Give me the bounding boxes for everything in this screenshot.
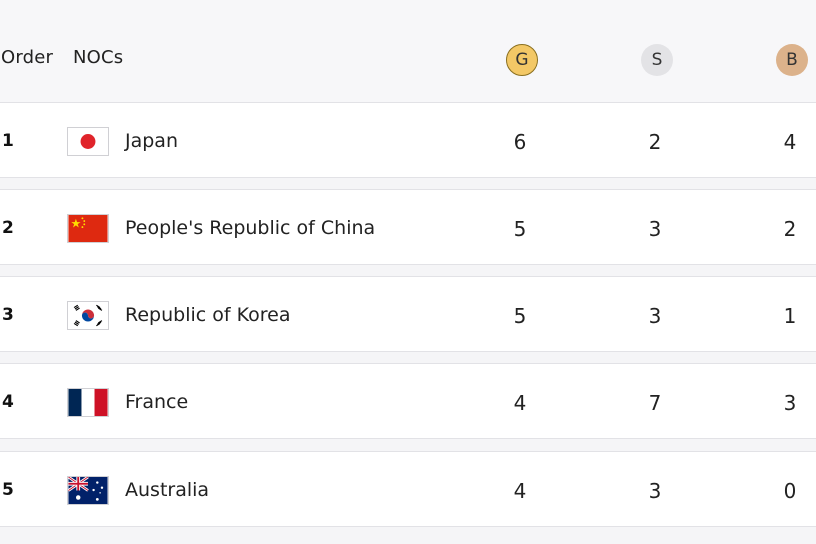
- silver-count: 3: [648, 304, 662, 328]
- silver-count: 3: [648, 479, 662, 503]
- rank-cell: 2: [2, 218, 14, 238]
- noc-name[interactable]: Japan: [125, 130, 178, 152]
- gold-count: 5: [513, 304, 527, 328]
- table-row[interactable]: 5 Australia 4 3 0: [0, 451, 816, 527]
- gold-medal-column-header[interactable]: G: [506, 44, 538, 76]
- medal-table-header: Order NOCs G S B: [0, 0, 816, 103]
- gold-count: 6: [513, 130, 527, 154]
- silver-count: 7: [648, 391, 662, 415]
- silver-count: 3: [648, 217, 662, 241]
- rank-cell: 1: [2, 131, 14, 151]
- bronze-count: 0: [783, 479, 797, 503]
- bronze-count: 3: [783, 391, 797, 415]
- silver-count: 2: [648, 130, 662, 154]
- rank-cell: 3: [2, 305, 14, 325]
- noc-name[interactable]: France: [125, 391, 189, 413]
- china-flag-icon: [67, 214, 109, 243]
- noc-name[interactable]: People's Republic of China: [125, 217, 376, 239]
- gold-count: 5: [513, 217, 527, 241]
- noc-name[interactable]: Republic of Korea: [125, 304, 291, 326]
- silver-medal-column-header[interactable]: S: [641, 44, 673, 76]
- table-row[interactable]: 3 Republic of Korea 5 3 1: [0, 276, 816, 352]
- australia-flag-icon: [67, 476, 109, 505]
- order-column-header[interactable]: Order: [1, 47, 54, 68]
- silver-medal-label: S: [651, 50, 663, 70]
- france-flag-icon: [67, 388, 109, 417]
- bronze-count: 1: [783, 304, 797, 328]
- gold-count: 4: [513, 391, 527, 415]
- noc-name[interactable]: Australia: [125, 479, 210, 501]
- rank-cell: 4: [2, 392, 14, 412]
- gold-count: 4: [513, 479, 527, 503]
- table-row[interactable]: 2 People's Republic of China 5 3 2: [0, 189, 816, 265]
- rank-cell: 5: [2, 480, 14, 500]
- table-row[interactable]: 1 Japan 6 2 4: [0, 102, 816, 178]
- bronze-count: 2: [783, 217, 797, 241]
- bronze-count: 4: [783, 130, 797, 154]
- korea-flag-icon: [67, 301, 109, 330]
- table-row[interactable]: 4 France 4 7 3: [0, 363, 816, 439]
- japan-flag-icon: [67, 127, 109, 156]
- bronze-medal-label: B: [786, 50, 798, 70]
- nocs-column-header[interactable]: NOCs: [73, 47, 124, 68]
- bronze-medal-column-header[interactable]: B: [776, 44, 808, 76]
- gold-medal-label: G: [515, 50, 529, 70]
